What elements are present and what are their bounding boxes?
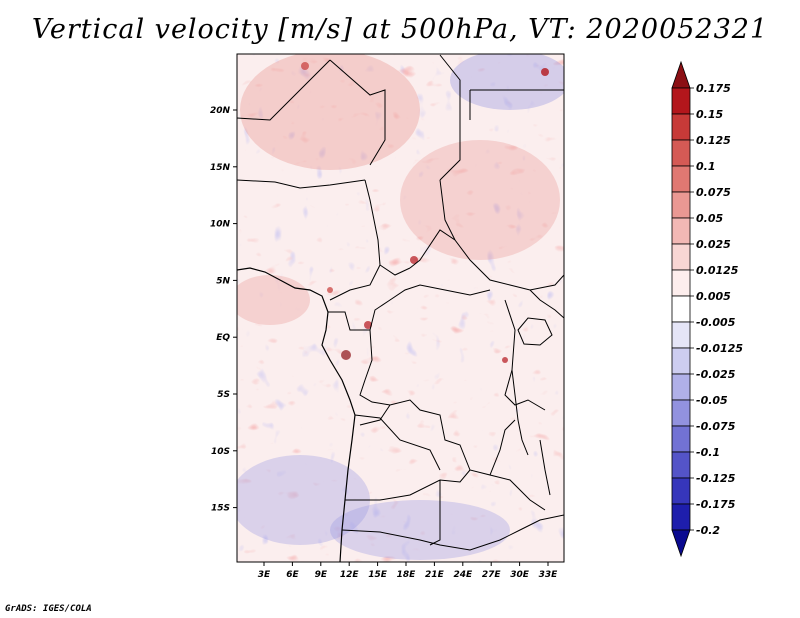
lon-label: 27E bbox=[482, 570, 502, 580]
colorbar-label: -0.05 bbox=[696, 394, 728, 407]
colorbar-label: 0.05 bbox=[696, 212, 723, 225]
colorbar-swatch bbox=[671, 217, 691, 245]
colorbar-label: -0.025 bbox=[696, 368, 736, 381]
colorbar-swatch bbox=[671, 503, 691, 531]
colorbar-label: -0.125 bbox=[696, 472, 736, 485]
lat-label: 10N bbox=[210, 220, 231, 230]
colorbar-swatch bbox=[671, 399, 691, 427]
lon-label: 6E bbox=[286, 570, 299, 580]
colorbar-swatch bbox=[671, 243, 691, 271]
longitude-axis: 3E 6E 9E 12E 15E 18E 21E 24E 27E 30E 33E bbox=[258, 562, 558, 580]
colorbar-label: 0.005 bbox=[696, 290, 731, 303]
lat-label: 10S bbox=[211, 447, 230, 457]
colorbar-swatch bbox=[671, 425, 691, 453]
colorbar-swatch bbox=[671, 529, 691, 558]
lat-label: 20N bbox=[210, 106, 231, 116]
plot-title: Vertical velocity [m/s] at 500hPa, VT: 2… bbox=[31, 14, 769, 45]
lon-label: 15E bbox=[368, 570, 388, 580]
colorbar-swatch bbox=[671, 269, 691, 297]
colorbar-swatch bbox=[671, 139, 691, 167]
colorbar-label: -0.1 bbox=[696, 446, 720, 459]
lon-label: 3E bbox=[258, 570, 271, 580]
map-frame bbox=[236, 53, 565, 563]
lon-label: 9E bbox=[315, 570, 328, 580]
map-boundaries bbox=[237, 54, 564, 562]
colorbar-swatch bbox=[671, 321, 691, 349]
latitude-axis: 20N 15N 10N 5N EQ 5S 10S 15S bbox=[210, 106, 237, 514]
colorbar-swatch bbox=[671, 87, 691, 115]
lat-label: 5S bbox=[217, 390, 230, 400]
colorbar-swatch bbox=[671, 60, 691, 89]
lon-label: 12E bbox=[340, 570, 360, 580]
lat-label: 5N bbox=[216, 276, 230, 286]
velocity-field bbox=[237, 54, 564, 562]
colorbar-label: -0.2 bbox=[696, 524, 720, 537]
colorbar-label: 0.075 bbox=[696, 186, 731, 199]
colorbar-label: -0.0125 bbox=[696, 342, 743, 355]
colorbar-swatch bbox=[671, 113, 691, 141]
lon-label: 18E bbox=[397, 570, 417, 580]
colorbar-label: 0.1 bbox=[696, 160, 716, 173]
colorbar: 0.175 0.15 0.125 0.1 0.075 0.05 0.025 0.0125 0.0… bbox=[671, 60, 743, 558]
colorbar-swatch bbox=[671, 165, 691, 193]
lon-label: 21E bbox=[425, 570, 445, 580]
colorbar-label: 0.0125 bbox=[696, 264, 739, 277]
lon-label: 30E bbox=[510, 570, 530, 580]
lat-label: 15S bbox=[211, 504, 230, 514]
lon-label: 33E bbox=[539, 570, 559, 580]
colorbar-label: 0.125 bbox=[696, 134, 731, 147]
colorbar-label: 0.175 bbox=[696, 82, 731, 95]
colorbar-swatch bbox=[671, 347, 691, 375]
colorbar-label: 0.025 bbox=[696, 238, 731, 251]
colorbar-swatch bbox=[671, 451, 691, 479]
colorbar-label: -0.175 bbox=[696, 498, 736, 511]
lat-label: EQ bbox=[216, 333, 230, 343]
colorbar-swatch bbox=[671, 295, 691, 323]
colorbar-swatch bbox=[671, 191, 691, 219]
lon-label: 24E bbox=[453, 570, 473, 580]
colorbar-swatch bbox=[671, 373, 691, 401]
colorbar-label: -0.005 bbox=[696, 316, 736, 329]
colorbar-swatch bbox=[671, 477, 691, 505]
grads-credit: GrADS: IGES/COLA bbox=[5, 604, 92, 614]
colorbar-label: -0.075 bbox=[696, 420, 736, 433]
lat-label: 15N bbox=[210, 163, 231, 173]
colorbar-label: 0.15 bbox=[696, 108, 723, 121]
